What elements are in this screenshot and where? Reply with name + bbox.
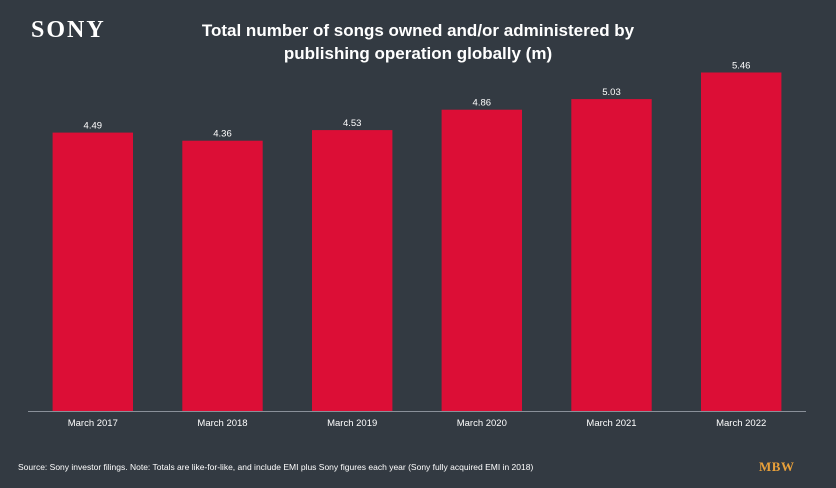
chart-title-line-2: publishing operation globally (m) xyxy=(283,44,553,63)
bar-2 xyxy=(182,140,263,411)
x-tick-label-5: March 2021 xyxy=(586,418,636,429)
bar-3 xyxy=(312,130,393,411)
x-tick-label-3: March 2019 xyxy=(327,418,377,429)
chart-title-line-1: Total number of songs owned and/or admin… xyxy=(201,21,635,40)
chart-title: Total number of songs owned and/or admin… xyxy=(140,19,696,65)
source-note: Source: Sony investor filings. Note: Tot… xyxy=(18,462,534,472)
bar-1 xyxy=(52,132,133,411)
x-tick-label-6: March 2022 xyxy=(716,418,766,429)
data-label-3: 4.53 xyxy=(343,118,362,129)
data-label-5: 5.03 xyxy=(602,87,621,98)
data-label-4: 4.86 xyxy=(473,98,492,109)
x-tick-label-4: March 2020 xyxy=(457,418,507,429)
bar-4 xyxy=(441,109,522,411)
sony-logo: SONY xyxy=(31,17,106,43)
x-tick-label-1: March 2017 xyxy=(68,418,118,429)
mbw-logo: MBW xyxy=(759,459,795,474)
data-label-2: 4.36 xyxy=(213,129,232,140)
bar-6 xyxy=(701,72,782,411)
data-label-1: 4.49 xyxy=(84,121,103,132)
bar-5 xyxy=(571,99,652,411)
x-tick-label-2: March 2018 xyxy=(197,418,247,429)
data-label-6: 5.46 xyxy=(732,61,751,72)
